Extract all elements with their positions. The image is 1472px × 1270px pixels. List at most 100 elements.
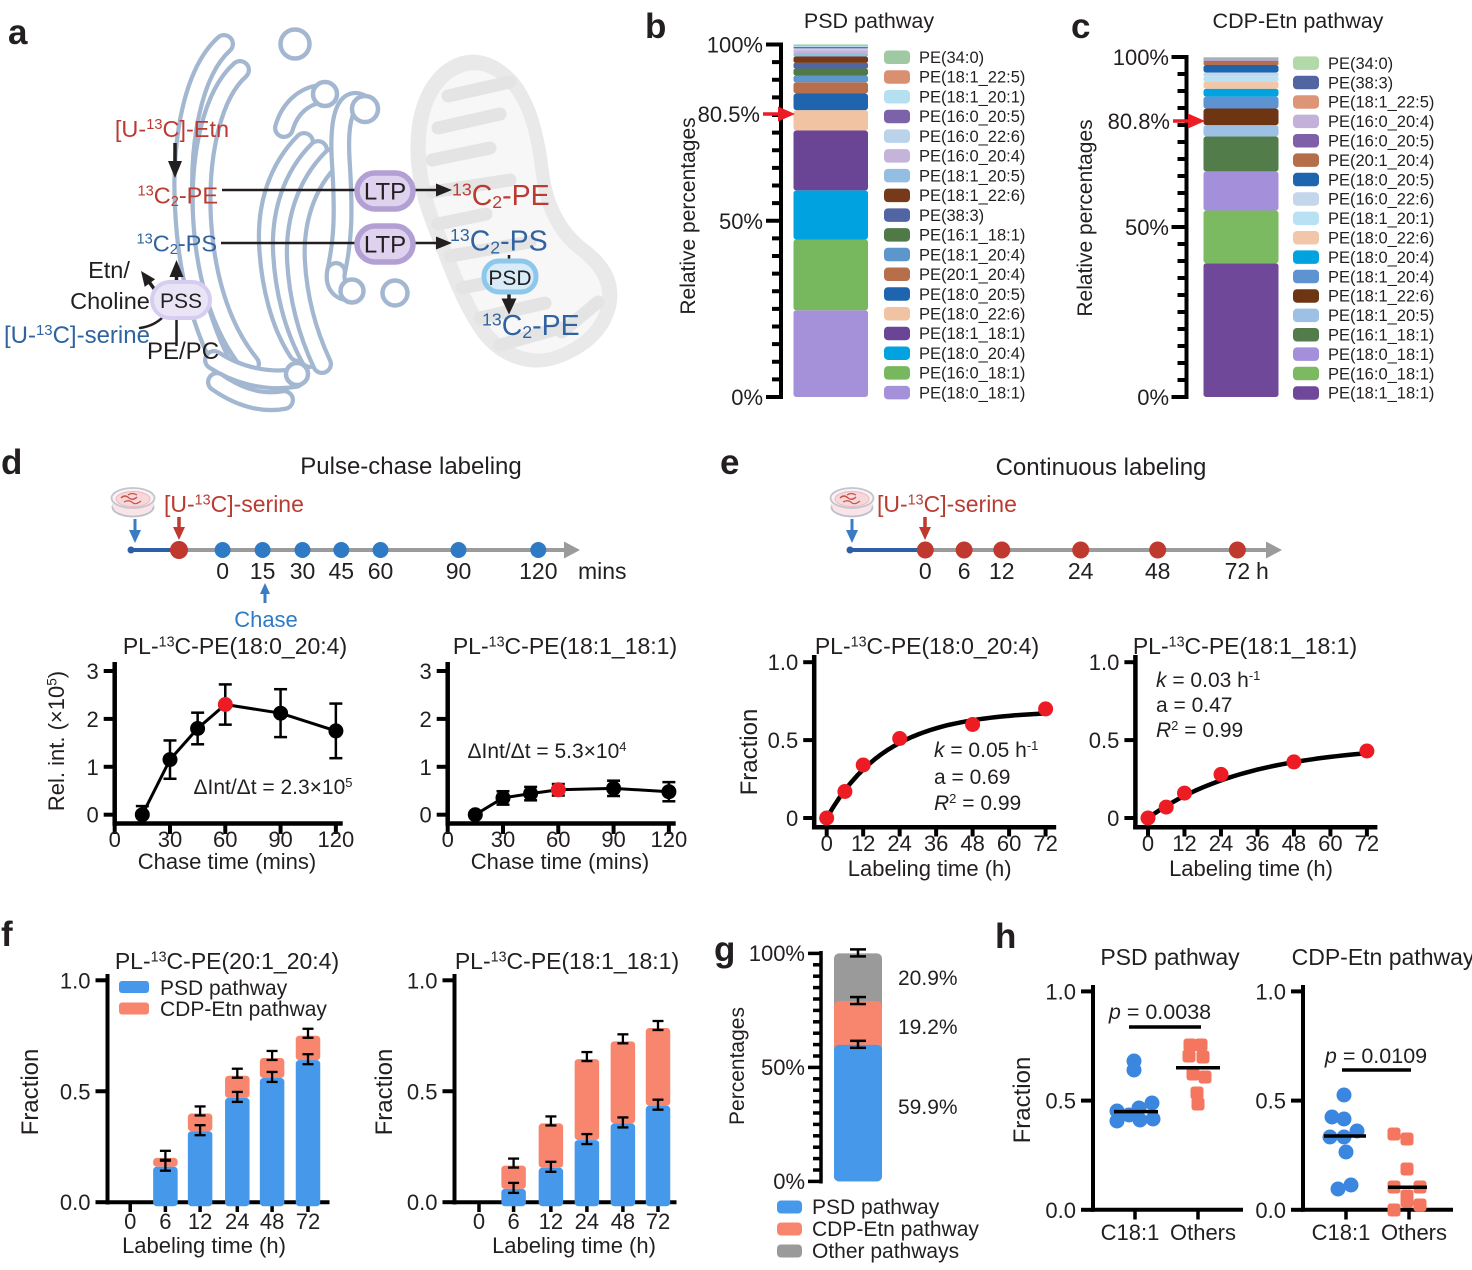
- svg-text:PE(18:1_22:6): PE(18:1_22:6): [1328, 288, 1434, 306]
- svg-text:CDP-Etn pathway: CDP-Etn pathway: [812, 1218, 979, 1241]
- svg-text:Etn/: Etn/: [88, 257, 130, 283]
- svg-text:PE(16:0_18:1): PE(16:0_18:1): [919, 365, 1025, 383]
- svg-text:PE(18:1_22:5): PE(18:1_22:5): [1328, 94, 1434, 112]
- svg-text:72: 72: [296, 1209, 320, 1234]
- svg-text:80.5%: 80.5%: [698, 102, 760, 127]
- svg-text:PSD pathway: PSD pathway: [1100, 944, 1240, 970]
- svg-text:3: 3: [419, 659, 431, 684]
- svg-text:50%: 50%: [1125, 215, 1169, 240]
- svg-text:15: 15: [250, 558, 276, 584]
- svg-text:48: 48: [960, 831, 984, 856]
- svg-text:b: b: [645, 7, 666, 46]
- svg-text:60: 60: [1318, 831, 1342, 856]
- svg-text:0%: 0%: [1137, 385, 1169, 410]
- svg-text:90: 90: [601, 827, 625, 852]
- svg-text:50%: 50%: [719, 209, 763, 234]
- svg-text:a: a: [8, 13, 28, 52]
- svg-text:Fraction: Fraction: [1009, 1057, 1036, 1144]
- svg-text:CDP-Etn pathway: CDP-Etn pathway: [160, 998, 327, 1021]
- svg-text:100%: 100%: [1113, 45, 1169, 70]
- svg-text:72: 72: [1355, 831, 1379, 856]
- svg-text:72: 72: [1225, 558, 1251, 584]
- svg-text:PE(18:1_22:6): PE(18:1_22:6): [919, 187, 1025, 205]
- svg-text:PE(38:3): PE(38:3): [919, 207, 984, 225]
- svg-text:13C2-PE: 13C2-PE: [452, 180, 550, 213]
- svg-text:Fraction: Fraction: [371, 1049, 398, 1136]
- svg-text:120: 120: [519, 558, 557, 584]
- svg-text:a = 0.69: a = 0.69: [934, 766, 1010, 789]
- svg-text:45: 45: [329, 558, 355, 584]
- svg-text:ΔInt/Δt = 5.3×104: ΔInt/Δt = 5.3×104: [467, 739, 626, 763]
- svg-text:PE(18:1_20:4): PE(18:1_20:4): [1328, 268, 1434, 286]
- svg-text:Other pathways: Other pathways: [812, 1240, 959, 1263]
- svg-text:PE(18:0_20:4): PE(18:0_20:4): [1328, 249, 1434, 267]
- svg-text:1: 1: [86, 755, 98, 780]
- svg-text:0: 0: [821, 831, 833, 856]
- svg-text:LTP: LTP: [364, 179, 406, 206]
- svg-text:24: 24: [1209, 831, 1233, 856]
- svg-text:36: 36: [1245, 831, 1269, 856]
- svg-text:Chase time (mins): Chase time (mins): [471, 849, 649, 874]
- svg-text:0.0: 0.0: [1045, 1198, 1076, 1223]
- svg-text:50%: 50%: [761, 1055, 805, 1080]
- svg-text:PE(18:0_18:1): PE(18:0_18:1): [1328, 346, 1434, 364]
- svg-text:60: 60: [546, 827, 570, 852]
- svg-text:p = 0.0038: p = 0.0038: [1108, 1000, 1211, 1024]
- svg-text:PL-13C-PE(18:0_20:4): PL-13C-PE(18:0_20:4): [815, 633, 1039, 659]
- svg-text:d: d: [1, 443, 22, 482]
- svg-text:12: 12: [851, 831, 875, 856]
- svg-text:k = 0.05 h-1: k = 0.05 h-1: [934, 738, 1038, 762]
- svg-text:0: 0: [419, 803, 431, 828]
- svg-text:0.0: 0.0: [407, 1190, 438, 1215]
- svg-text:h: h: [995, 917, 1016, 956]
- svg-text:2: 2: [86, 707, 98, 732]
- svg-text:Labeling time (h): Labeling time (h): [122, 1233, 286, 1258]
- svg-text:0: 0: [1142, 831, 1154, 856]
- svg-text:90: 90: [268, 827, 292, 852]
- svg-text:PE(16:0_22:6): PE(16:0_22:6): [1328, 191, 1434, 209]
- svg-text:PE(18:0_20:4): PE(18:0_20:4): [919, 345, 1025, 363]
- svg-text:CDP-Etn pathway: CDP-Etn pathway: [1292, 944, 1472, 970]
- svg-text:[U-13C]-Etn: [U-13C]-Etn: [115, 116, 229, 142]
- svg-text:0: 0: [473, 1209, 485, 1234]
- svg-text:30: 30: [158, 827, 182, 852]
- svg-text:2: 2: [419, 707, 431, 732]
- svg-text:60: 60: [997, 831, 1021, 856]
- svg-text:PE(34:0): PE(34:0): [919, 49, 984, 67]
- svg-text:1.0: 1.0: [60, 968, 91, 993]
- svg-text:PE(18:1_18:1): PE(18:1_18:1): [919, 325, 1025, 343]
- svg-text:Relative percentages: Relative percentages: [1074, 119, 1097, 316]
- svg-text:12: 12: [989, 558, 1015, 584]
- svg-text:1: 1: [419, 755, 431, 780]
- svg-text:PE(18:1_22:5): PE(18:1_22:5): [919, 69, 1025, 87]
- svg-text:ΔInt/Δt = 2.3×105: ΔInt/Δt = 2.3×105: [193, 775, 352, 799]
- svg-text:Others: Others: [1381, 1220, 1447, 1245]
- svg-text:0%: 0%: [731, 385, 763, 410]
- svg-text:Percentages: Percentages: [726, 1007, 749, 1125]
- svg-text:6: 6: [958, 558, 971, 584]
- svg-text:PE(16:0_22:6): PE(16:0_22:6): [919, 128, 1025, 146]
- svg-text:48: 48: [611, 1209, 635, 1234]
- svg-text:PE(18:1_20:5): PE(18:1_20:5): [919, 167, 1025, 185]
- svg-text:13C2-PE: 13C2-PE: [482, 310, 580, 343]
- svg-text:Pulse-chase labeling: Pulse-chase labeling: [300, 453, 521, 480]
- svg-text:1.0: 1.0: [768, 650, 799, 675]
- svg-text:PE(16:0_18:1): PE(16:0_18:1): [1328, 365, 1434, 383]
- svg-text:PE(18:0_22:6): PE(18:0_22:6): [919, 305, 1025, 323]
- svg-text:PE(18:1_20:1): PE(18:1_20:1): [919, 88, 1025, 106]
- svg-text:PL-13C-PE(18:1_18:1): PL-13C-PE(18:1_18:1): [453, 633, 677, 659]
- svg-text:1.0: 1.0: [1045, 979, 1076, 1004]
- svg-text:12: 12: [539, 1209, 563, 1234]
- svg-text:PE(18:1_18:1): PE(18:1_18:1): [1328, 385, 1434, 403]
- svg-text:Labeling time (h): Labeling time (h): [1169, 856, 1333, 881]
- svg-text:c: c: [1071, 7, 1090, 46]
- svg-text:1.0: 1.0: [1255, 979, 1286, 1004]
- svg-text:PE(18:1_20:4): PE(18:1_20:4): [919, 246, 1025, 264]
- svg-text:PSD pathway: PSD pathway: [812, 1196, 940, 1219]
- svg-text:20.9%: 20.9%: [898, 967, 958, 990]
- svg-text:13C2-PE: 13C2-PE: [137, 183, 218, 211]
- svg-text:0.5: 0.5: [407, 1079, 438, 1104]
- svg-text:0: 0: [919, 558, 932, 584]
- svg-text:48: 48: [260, 1209, 284, 1234]
- svg-text:PE(34:0): PE(34:0): [1328, 55, 1393, 73]
